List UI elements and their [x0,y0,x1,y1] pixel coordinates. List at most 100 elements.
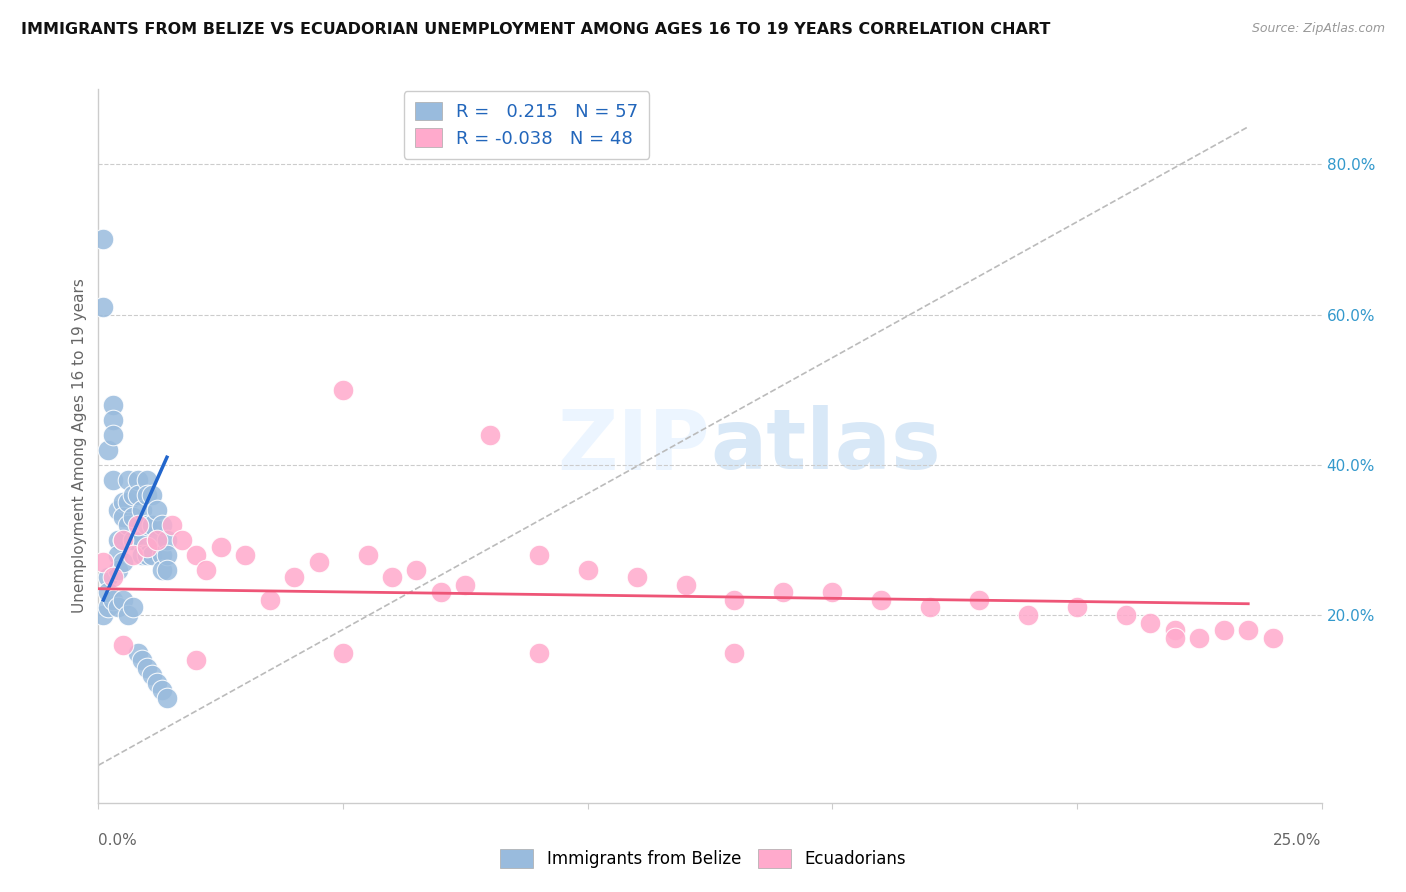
Point [146,675,169,690]
Point [107,600,129,615]
Point [117,495,139,509]
Point [141,548,163,562]
Point [136,548,159,562]
Point [723,593,745,607]
Point [107,548,129,562]
Point [131,653,153,667]
Point [146,533,169,547]
Text: 25.0%: 25.0% [1274,833,1322,848]
Point [1237,623,1260,637]
Point [1164,623,1187,637]
Point [91,556,114,570]
Point [127,488,149,502]
Text: IMMIGRANTS FROM BELIZE VS ECUADORIAN UNEMPLOYMENT AMONG AGES 16 TO 19 YEARS CORR: IMMIGRANTS FROM BELIZE VS ECUADORIAN UNE… [21,22,1050,37]
Point [146,533,169,547]
Point [107,533,129,547]
Point [121,510,143,524]
Point [121,548,143,562]
Point [332,383,354,397]
Point [156,690,179,705]
Point [136,517,159,532]
Point [186,653,208,667]
Point [121,600,143,615]
Point [381,570,404,584]
Point [111,495,134,509]
Point [170,533,193,547]
Point [97,585,120,599]
Point [1115,607,1137,622]
Point [111,533,134,547]
Point [332,646,354,660]
Point [117,473,139,487]
Point [136,473,159,487]
Point [121,488,143,502]
Point [111,638,134,652]
Point [1261,631,1284,645]
Point [101,570,124,584]
Legend: R =   0.215   N = 57, R = -0.038   N = 48: R = 0.215 N = 57, R = -0.038 N = 48 [404,91,650,159]
Point [127,517,149,532]
Point [150,563,173,577]
Point [920,600,942,615]
Point [131,533,153,547]
Point [136,541,159,555]
Point [1017,607,1039,622]
Point [101,427,124,442]
Text: Source: ZipAtlas.com: Source: ZipAtlas.com [1251,22,1385,36]
Text: ZIP: ZIP [558,406,710,486]
Point [870,593,893,607]
Point [127,473,149,487]
Text: atlas: atlas [710,406,941,486]
Point [186,548,208,562]
Point [136,660,159,674]
Point [101,473,124,487]
Point [91,607,114,622]
Point [1066,600,1088,615]
Point [527,646,550,660]
Point [1212,623,1234,637]
Point [131,503,153,517]
Text: 0.0%: 0.0% [98,833,138,848]
Point [209,541,232,555]
Point [97,570,120,584]
Point [967,593,990,607]
Point [136,488,159,502]
Point [527,548,550,562]
Point [156,533,179,547]
Point [107,563,129,577]
Point [97,600,120,615]
Point [430,585,453,599]
Point [675,578,697,592]
Point [723,646,745,660]
Point [576,563,599,577]
Point [195,563,218,577]
Point [117,607,139,622]
Point [141,668,163,682]
Point [478,427,501,442]
Point [454,578,477,592]
Point [308,556,330,570]
Point [233,548,256,562]
Point [111,533,134,547]
Point [141,488,163,502]
Point [626,570,648,584]
Point [111,556,134,570]
Point [146,503,169,517]
Point [1164,631,1187,645]
Point [91,300,114,314]
Point [160,517,183,532]
Point [150,683,173,698]
Point [121,533,143,547]
Point [283,570,305,584]
Point [91,232,114,246]
Point [821,585,844,599]
Point [405,563,427,577]
Legend: Immigrants from Belize, Ecuadorians: Immigrants from Belize, Ecuadorians [494,842,912,875]
Point [156,563,179,577]
Point [150,517,173,532]
Y-axis label: Unemployment Among Ages 16 to 19 years: Unemployment Among Ages 16 to 19 years [72,278,87,614]
Point [127,646,149,660]
Point [156,548,179,562]
Point [101,398,124,412]
Point [97,442,120,457]
